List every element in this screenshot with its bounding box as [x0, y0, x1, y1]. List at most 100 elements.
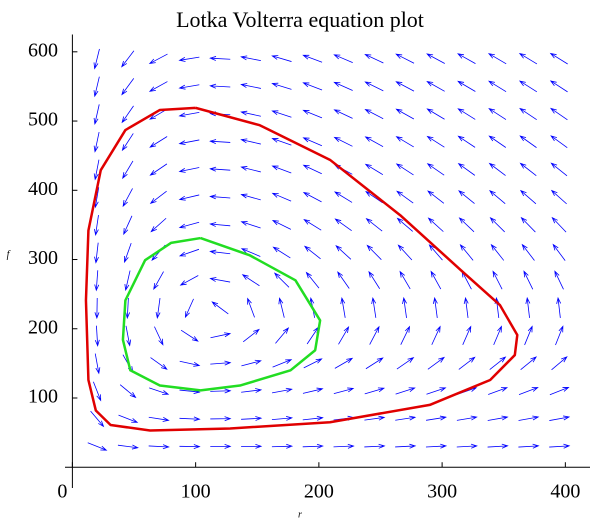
field-arrow [148, 416, 170, 422]
field-arrow [335, 245, 352, 260]
field-arrow [302, 443, 324, 449]
field-arrow [493, 325, 502, 346]
field-arrow [333, 191, 353, 203]
field-arrow [272, 246, 291, 259]
field-arrow [123, 215, 133, 236]
field-arrow [427, 217, 444, 232]
field-arrow [425, 443, 448, 449]
field-arrow [272, 359, 293, 368]
field-arrow [240, 110, 261, 117]
field-arrow [149, 190, 167, 204]
field-arrow [395, 136, 414, 148]
field-arrow [150, 217, 167, 233]
field-arrow [271, 110, 292, 118]
field-arrow [550, 189, 567, 205]
field-arrow [426, 387, 447, 395]
field-arrow [271, 165, 292, 174]
field-arrow [458, 217, 475, 233]
field-arrow [456, 415, 478, 421]
field-arrow [240, 83, 261, 89]
field-arrow [240, 138, 261, 145]
field-arrow [125, 325, 132, 347]
field-arrow [148, 81, 168, 92]
field-arrow [552, 243, 566, 261]
field-arrow [121, 78, 135, 96]
field-arrow [271, 82, 292, 90]
field-arrow [93, 104, 100, 126]
field-arrow [395, 163, 414, 176]
field-arrow [457, 162, 476, 176]
field-arrow [551, 356, 568, 371]
field-arrow [93, 76, 100, 98]
field-arrow [458, 356, 476, 370]
field-arrow [518, 52, 538, 65]
field-arrow [148, 444, 170, 450]
field-arrow [302, 164, 322, 175]
field-arrow [240, 193, 261, 201]
field-arrow [179, 275, 199, 286]
field-arrow [426, 53, 445, 64]
y-tick-label: 100 [28, 386, 58, 408]
field-arrow [178, 84, 200, 90]
field-arrow [333, 54, 353, 64]
field-arrow [457, 108, 476, 120]
field-arrow [242, 328, 260, 343]
field-arrow [488, 387, 509, 395]
field-arrow [154, 326, 164, 346]
x-tick-label: 400 [550, 481, 580, 503]
field-arrow [432, 296, 438, 318]
field-arrow [333, 387, 355, 395]
y-axis-label: f [7, 249, 11, 260]
field-arrow [93, 159, 100, 181]
field-arrow [305, 271, 320, 289]
field-arrow [302, 137, 323, 147]
field-arrow [487, 443, 509, 449]
y-tick-label: 600 [28, 39, 58, 61]
field-arrow [209, 194, 231, 200]
field-arrow [396, 217, 413, 232]
field-arrow [550, 162, 568, 177]
orbit [84, 106, 519, 432]
field-arrow [518, 80, 538, 93]
field-arrow [426, 108, 445, 120]
field-arrow [395, 387, 416, 395]
field-arrow [209, 166, 231, 172]
field-arrow [302, 415, 324, 421]
field-arrow [402, 296, 407, 318]
field-arrow [518, 415, 540, 421]
field-arrow [210, 360, 232, 366]
field-arrow [149, 163, 168, 176]
field-arrow [155, 298, 161, 320]
x-tick-label: 0 [57, 481, 67, 503]
field-arrow [121, 105, 134, 124]
field-arrow [489, 190, 506, 204]
field-arrow [302, 191, 322, 203]
field-arrow [209, 83, 231, 89]
field-arrow [519, 135, 537, 148]
field-arrow [487, 415, 509, 421]
field-arrow [395, 108, 415, 120]
field-arrow [368, 270, 381, 289]
field-arrow [364, 81, 384, 92]
field-arrow [556, 296, 562, 318]
field-arrow [240, 248, 261, 257]
field-arrow [94, 353, 101, 375]
field-arrow [554, 270, 564, 290]
field-arrow [369, 325, 380, 345]
field-arrow [365, 357, 384, 370]
field-arrow [241, 388, 263, 393]
field-arrow [457, 80, 476, 92]
field-arrow [456, 443, 478, 449]
field-arrow [209, 249, 231, 255]
field-arrow [426, 135, 445, 148]
field-arrow [364, 443, 386, 449]
chart-title: Lotka Volterra equation plot [176, 7, 424, 32]
field-arrow [364, 415, 386, 421]
field-arrow [521, 243, 535, 261]
field-arrow [94, 325, 100, 347]
field-arrow [426, 415, 447, 421]
field-arrow [427, 190, 445, 204]
field-arrow [518, 443, 540, 449]
field-arrow [241, 416, 263, 421]
